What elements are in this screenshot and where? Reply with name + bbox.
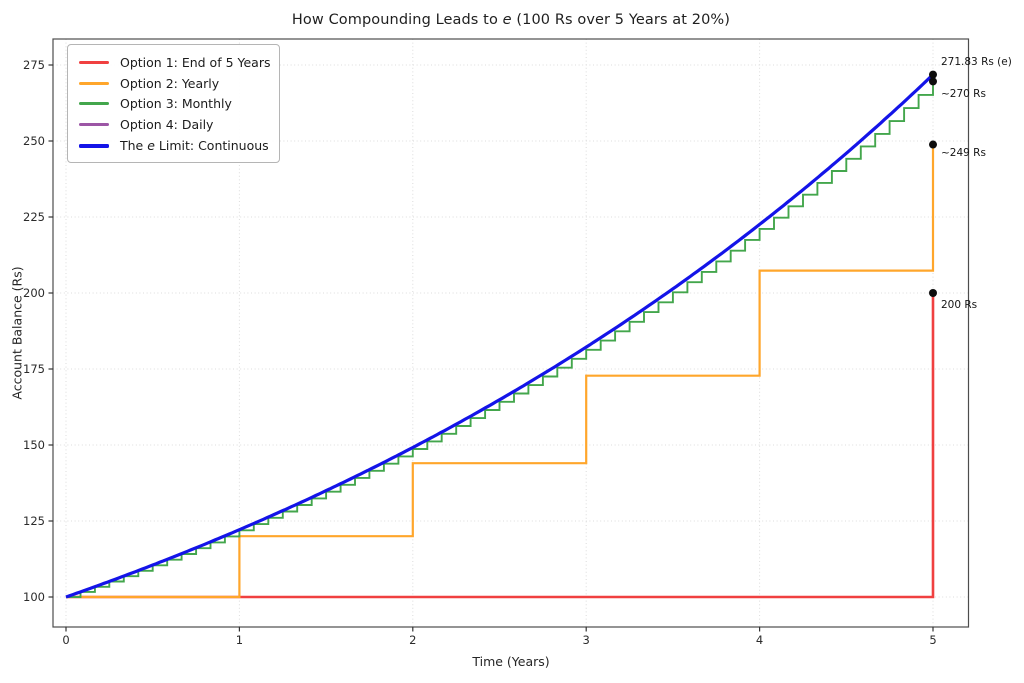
legend-swatch-purple (79, 123, 109, 127)
x-tick-label: 0 (62, 633, 69, 647)
plot-border (52, 38, 970, 628)
legend-label: Option 4: Daily (120, 117, 214, 133)
end-marker (929, 140, 937, 149)
legend-swatch-green (79, 102, 109, 106)
y-tick-label: 275 (23, 58, 45, 72)
legend: Option 1: End of 5 Years Option 2: Yearl… (67, 44, 280, 163)
x-tick-label: 2 (409, 633, 416, 647)
y-tick-label: 125 (23, 514, 45, 528)
legend-label: Option 3: Monthly (120, 96, 232, 112)
y-tick-label: 150 (23, 438, 45, 452)
chart-title-post: (100 Rs over 5 Years at 20%) (511, 12, 731, 28)
y-tick-label: 250 (23, 134, 45, 148)
y-tick-label: 175 (23, 362, 45, 376)
series-line-1 (66, 144, 935, 599)
annotation-e-limit-value: 271.83 Rs (e) (941, 56, 1012, 68)
annotation-monthly-value: ~270 Rs (941, 88, 986, 100)
y-axis-label: Account Balance (Rs) (9, 266, 25, 400)
chart-title: How Compounding Leads to e (100 Rs over … (53, 12, 969, 28)
legend-label-pre: The (120, 138, 148, 154)
legend-item-option1: Option 1: End of 5 Years (79, 52, 279, 73)
x-tick-label: 4 (756, 633, 763, 647)
legend-label-e: e (147, 138, 155, 154)
legend-item-option4: Option 4: Daily (79, 114, 279, 135)
x-tick-label: 5 (929, 633, 936, 647)
x-tick-label: 1 (236, 633, 243, 647)
y-tick-label: 100 (23, 590, 45, 604)
annotation-end-value: 200 Rs (941, 299, 978, 311)
series-line-4 (65, 73, 935, 599)
legend-label: Option 1: End of 5 Years (120, 54, 271, 70)
legend-item-option2: Option 2: Yearly (79, 73, 279, 94)
series-line-0 (66, 293, 935, 599)
x-tick-label: 3 (583, 633, 590, 647)
legend-item-option3: Option 3: Monthly (79, 94, 279, 115)
legend-swatch-red (79, 60, 109, 64)
y-tick-label: 225 (23, 210, 45, 224)
end-marker (929, 289, 937, 297)
x-axis-label: Time (Years) (472, 654, 550, 669)
legend-label: Option 2: Yearly (120, 75, 220, 91)
annotation-yearly-value: ~249 Rs (941, 147, 986, 159)
legend-label-post: Limit: Continuous (154, 138, 269, 154)
legend-swatch-blue (79, 143, 109, 148)
end-marker (929, 77, 937, 86)
end-marker (929, 70, 937, 79)
chart-title-e: e (502, 12, 512, 28)
legend-label: The e Limit: Continuous (120, 138, 269, 153)
legend-swatch-orange (79, 81, 109, 85)
chart-title-pre: How Compounding Leads to (291, 12, 503, 28)
y-tick-label: 200 (23, 286, 45, 300)
legend-item-e-limit: The e Limit: Continuous (79, 135, 279, 156)
